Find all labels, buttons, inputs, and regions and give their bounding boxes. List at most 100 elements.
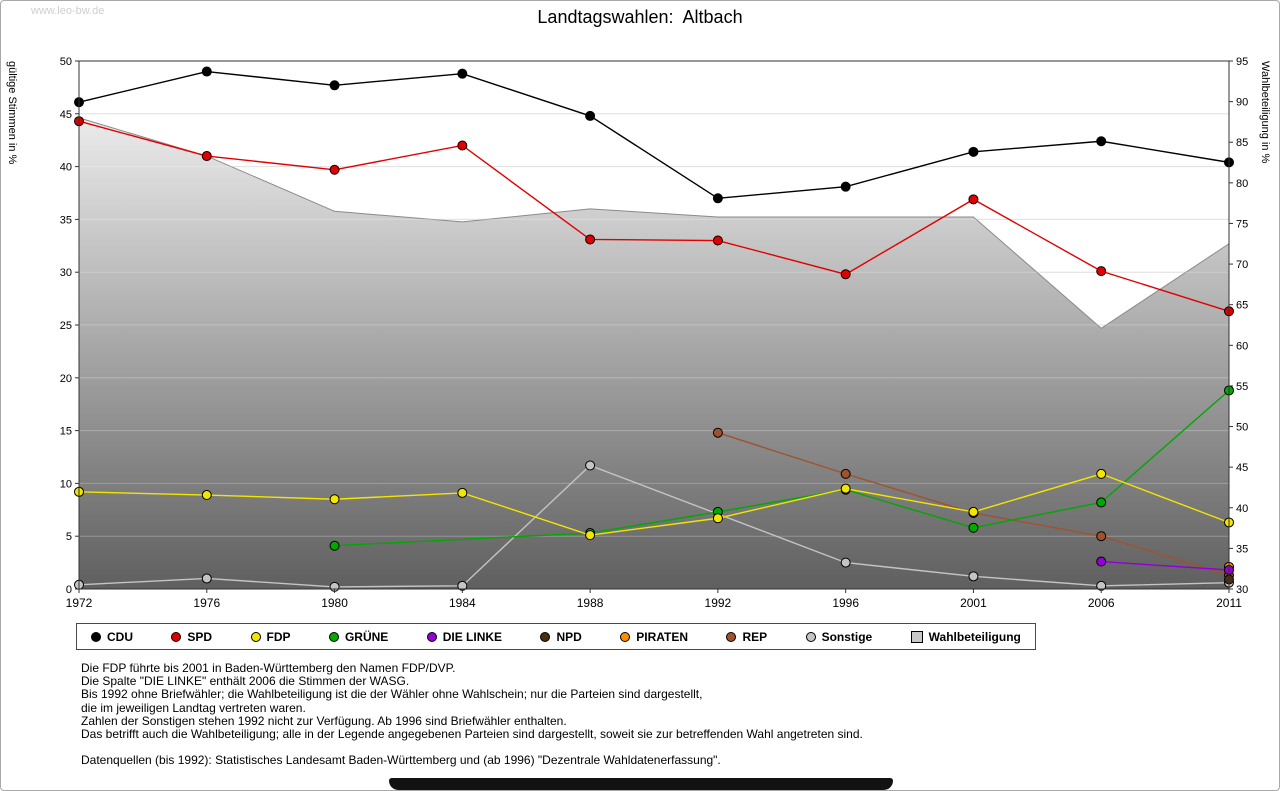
legend-label: DIE LINKE	[442, 629, 503, 644]
watermark: www.leo-bw.de	[31, 5, 105, 17]
note-line: Das betrifft auch die Wahlbeteiligung; a…	[81, 727, 863, 742]
legend-item-sonstige: Sonstige	[805, 629, 873, 644]
point-rep-2006	[1096, 531, 1107, 542]
legend-item-wahlbeteiligung: Wahlbeteiligung	[910, 630, 1021, 644]
point-sonstige-1996	[840, 557, 851, 568]
point-cdu-1984	[457, 68, 468, 79]
legend-item-spd: SPD	[171, 630, 212, 644]
legend-item-cdu: CDU	[91, 630, 133, 644]
series-line	[78, 120, 1230, 312]
series-fdp	[74, 468, 1234, 541]
right-tick-label: 40	[1236, 503, 1248, 515]
point-fdp-1988	[585, 530, 596, 541]
x-tick-label: 1976	[193, 596, 220, 610]
point-cdu-1988	[585, 110, 596, 121]
point-fdp-2006	[1096, 468, 1107, 479]
legend-label: FDP	[266, 629, 291, 644]
election-line-chart: 0 5 10 15 20 25 30 35 40 45 50 30 35 40 45 50 55 60 65 70 75…	[6, 56, 1271, 610]
legend-item-npd: NPD	[540, 629, 582, 644]
x-tick-label: 1984	[449, 596, 476, 610]
series-cdu	[74, 66, 1234, 204]
legend-label: REP	[742, 629, 768, 644]
left-tick-label: 15	[60, 426, 72, 438]
left-tick-label: 5	[66, 531, 72, 543]
point-cdu-1976	[201, 66, 212, 77]
point-fdp-1980	[329, 494, 340, 505]
left-tick-label: 50	[60, 56, 72, 68]
point-cdu-1996	[840, 181, 851, 192]
point-spd-1984	[457, 140, 468, 151]
legend-label: Sonstige	[821, 629, 873, 644]
left-axis-title: gültige Stimmen in %	[6, 61, 18, 165]
notes: Die FDP führte bis 2001 in Baden-Württem…	[81, 661, 863, 768]
point-cdu-2006	[1096, 136, 1107, 147]
note-line: Zahlen der Sonstigen stehen 1992 nicht z…	[81, 713, 567, 728]
x-tick-label: 1972	[66, 596, 93, 610]
right-tick-label: 95	[1236, 56, 1248, 68]
x-tick-label: 1980	[321, 596, 348, 610]
x-tick-label: 1988	[577, 596, 604, 610]
legend-marker-icon	[805, 631, 816, 642]
point-fdp-1984	[457, 487, 468, 498]
right-tick-label: 85	[1236, 137, 1248, 149]
legend-label: SPD	[187, 629, 213, 644]
left-tick-label: 0	[66, 584, 72, 596]
right-tick-label: 90	[1236, 97, 1248, 109]
right-tick-label: 65	[1236, 300, 1248, 312]
left-tick-label: 40	[60, 162, 72, 174]
legend-marker-icon	[328, 631, 339, 642]
left-tick-label: 20	[60, 373, 72, 385]
point-grüne-1980	[329, 540, 340, 551]
point-grüne-2001	[968, 522, 979, 533]
right-tick-label: 75	[1236, 218, 1248, 230]
legend-item-rep: REP	[726, 630, 767, 644]
point-fdp-2001	[968, 506, 979, 517]
point-cdu-2001	[968, 146, 979, 157]
x-tick-label: 2011	[1216, 596, 1242, 610]
right-axis-title: Wahlbeteiligung in %	[1259, 61, 1271, 164]
legend-marker-icon	[426, 631, 437, 642]
point-rep-1996	[840, 468, 851, 479]
right-tick-label: 55	[1236, 381, 1248, 393]
legend-item-fdp: FDP	[250, 629, 291, 644]
legend-marker-icon	[726, 631, 737, 642]
legend-marker-icon	[540, 631, 551, 642]
point-spd-2006	[1096, 266, 1107, 277]
point-spd-1992	[712, 235, 723, 246]
right-tick-label: 45	[1236, 462, 1248, 474]
gridlines-overlay	[79, 113, 1229, 537]
legend-marker-icon	[250, 631, 261, 642]
right-tick-label: 30	[1236, 584, 1248, 596]
point-spd-1976	[201, 151, 212, 162]
x-tick-label: 2001	[960, 596, 987, 610]
right-tick-label: 70	[1236, 259, 1248, 271]
legend-item-piraten: PIRATEN	[620, 630, 688, 644]
right-tick-label: 50	[1236, 422, 1248, 434]
left-tick-label: 30	[60, 267, 72, 279]
legend-marker-icon	[171, 631, 182, 642]
point-spd-2001	[968, 194, 979, 205]
note-line: die im jeweiligen Landtag vertreten ware…	[81, 700, 306, 715]
note-line: Die FDP führte bis 2001 in Baden-Württem…	[81, 661, 456, 675]
legend-marker-icon	[620, 631, 631, 642]
right-tick-label: 60	[1236, 340, 1248, 352]
legend-label: NPD	[556, 629, 582, 644]
note-line: Die Spalte "DIE LINKE" enthält 2006 die …	[81, 674, 410, 689]
note-line: Datenquellen (bis 1992): Statistisches L…	[81, 753, 721, 768]
legend: CDU SPD FDP GRÜNE DIE LINKE NPD PIRATEN REP Sons…	[76, 623, 1036, 650]
right-tick-label: 80	[1236, 178, 1248, 190]
left-tick-label: 10	[60, 478, 72, 490]
left-tick-label: 45	[60, 109, 72, 121]
legend-area-swatch-icon	[910, 630, 923, 643]
x-tick-label: 1996	[832, 596, 859, 610]
point-spd-1988	[585, 234, 596, 245]
point-spd-1996	[840, 269, 851, 280]
legend-item-grüne: GRÜNE	[328, 630, 388, 644]
wahlbeteiligung-outline	[78, 117, 1230, 329]
series-line	[78, 473, 1230, 536]
point-rep-1992	[712, 427, 723, 438]
series-line	[78, 70, 1230, 199]
note-line: Bis 1992 ohne Briefwähler; die Wahlbetei…	[81, 687, 703, 702]
point-grüne-2006	[1096, 497, 1107, 508]
right-tick-label: 35	[1236, 543, 1248, 555]
